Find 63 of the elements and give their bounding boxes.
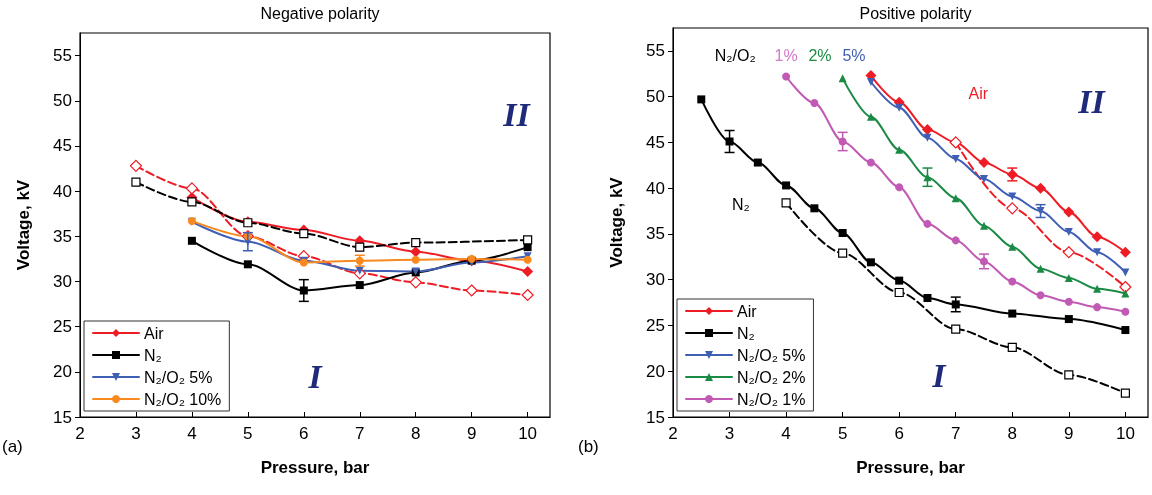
y-tick-label: 25 xyxy=(646,315,665,335)
x-tick-label: 6 xyxy=(894,424,904,443)
y-tick-label: 15 xyxy=(646,407,665,427)
y-axis-title: Voltage, kV xyxy=(607,176,626,268)
chart-title: Positive polarity xyxy=(859,4,972,22)
x-tick-label: 9 xyxy=(466,424,477,443)
y-tick-label: 30 xyxy=(646,270,665,290)
x-tick-label: 3 xyxy=(724,424,735,443)
legend-label: N₂/O₂ 1% xyxy=(737,390,806,408)
legend-label: N₂ xyxy=(737,324,755,342)
x-tick-label: 4 xyxy=(187,424,197,443)
legend-label: N₂/O₂ 5% xyxy=(737,346,806,364)
y-tick-label: 50 xyxy=(646,87,665,107)
y-tick-label: 20 xyxy=(53,362,72,382)
x-axis-title: Pressure, bar xyxy=(260,458,370,477)
x-tick-label: 6 xyxy=(299,424,309,443)
x-tick-label: 2 xyxy=(668,424,678,443)
x-tick-label: 2 xyxy=(75,424,85,443)
y-tick-label: 25 xyxy=(53,317,72,337)
y-tick-label: 40 xyxy=(646,178,665,198)
annotation: I xyxy=(931,357,948,395)
legend-label: Air xyxy=(144,324,165,342)
chart-title: Negative polarity xyxy=(260,4,380,22)
x-tick-label: 9 xyxy=(1064,424,1074,443)
annotation: N₂/O₂ xyxy=(714,46,756,64)
y-tick-label: 45 xyxy=(53,136,72,156)
legend-label: Air xyxy=(737,302,758,320)
x-tick-label: 7 xyxy=(355,424,365,443)
annotation: II xyxy=(1077,82,1107,120)
x-tick-label: 7 xyxy=(951,424,961,443)
text: (a) xyxy=(2,437,23,456)
text: (b) xyxy=(578,437,599,456)
x-tick-label: 10 xyxy=(1115,424,1135,443)
annotation: I xyxy=(307,357,324,395)
y-tick-label: 20 xyxy=(646,361,665,381)
annotation: Air xyxy=(968,85,989,103)
y-tick-label: 55 xyxy=(646,41,665,61)
legend-label: N₂/O₂ 10% xyxy=(144,390,222,408)
y-axis-title: Voltage, kV xyxy=(14,179,33,271)
y-tick-label: 45 xyxy=(646,132,665,152)
annotation: 5% xyxy=(842,46,866,64)
y-tick-label: 55 xyxy=(53,46,72,66)
annotation: 1% xyxy=(774,46,798,64)
y-tick-label: 40 xyxy=(53,181,72,201)
legend-label: N₂/O₂ 2% xyxy=(737,368,806,386)
annotation: N₂ xyxy=(731,196,750,214)
x-tick-label: 3 xyxy=(131,424,141,443)
x-tick-label: 5 xyxy=(243,424,253,443)
annotation: 2% xyxy=(808,46,832,64)
x-tick-label: 8 xyxy=(410,424,421,443)
annotation: II xyxy=(502,95,532,133)
y-tick-label: 15 xyxy=(53,407,72,427)
x-axis-title: Pressure, bar xyxy=(856,458,966,477)
y-tick-label: 35 xyxy=(646,224,665,244)
y-tick-label: 35 xyxy=(53,226,72,246)
y-tick-label: 30 xyxy=(53,271,72,291)
x-tick-label: 4 xyxy=(781,424,791,443)
x-tick-label: 10 xyxy=(518,424,538,443)
legend-label: N₂ xyxy=(144,346,162,364)
x-tick-label: 8 xyxy=(1007,424,1018,443)
legend-label: N₂/O₂ 5% xyxy=(144,368,213,386)
y-tick-label: 50 xyxy=(53,91,72,111)
x-tick-label: 5 xyxy=(837,424,848,443)
